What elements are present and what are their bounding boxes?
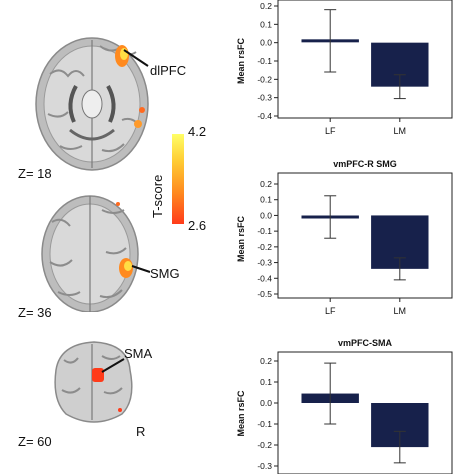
y-tick-label: 0.2 — [260, 179, 272, 189]
y-tick-label: -0.1 — [257, 226, 272, 236]
side-label-r: R — [136, 424, 146, 439]
brain-slice-z60 — [54, 341, 133, 423]
colorbar-max-label: 4.2 — [188, 124, 207, 139]
chart-title: vmPFC-R SMG — [333, 159, 397, 169]
z-label-36: Z= 36 — [18, 305, 52, 320]
y-tick-label: -0.3 — [257, 93, 272, 103]
brain-slice-z18 — [35, 37, 149, 171]
colorbar — [172, 134, 184, 224]
region-label-sma: SMA — [124, 346, 153, 361]
region-label-smg: SMG — [150, 266, 180, 281]
y-tick-label: 0.1 — [260, 19, 272, 29]
x-tick-label: LF — [325, 126, 336, 136]
dlpfc-pointer — [123, 49, 149, 67]
y-tick-label: -0.2 — [257, 242, 272, 252]
y-tick-label: 0.1 — [260, 195, 272, 205]
y-tick-label: -0.4 — [257, 273, 272, 283]
y-tick-label: 0.0 — [260, 38, 272, 48]
y-tick-label: 0.1 — [260, 377, 272, 387]
z-label-18: Z= 18 — [18, 166, 52, 181]
brain-slice-z36 — [41, 195, 139, 312]
smg-pointer — [131, 265, 151, 273]
chart-frame — [277, 172, 453, 299]
y-tick-label: -0.3 — [257, 258, 272, 268]
y-tick-label: -0.2 — [257, 440, 272, 450]
y-tick-label: -0.2 — [257, 74, 272, 84]
y-tick-label: 0.2 — [260, 356, 272, 366]
y-tick-label: -0.5 — [257, 289, 272, 299]
colorbar-min-label: 2.6 — [188, 218, 207, 233]
z-label-60: Z= 60 — [18, 434, 52, 449]
y-tick-label: -0.1 — [257, 419, 272, 429]
chart-title: vmPFC-SMA — [338, 338, 393, 348]
chart-frame — [277, 0, 453, 119]
y-tick-label: -0.4 — [257, 111, 272, 121]
y-tick-label: -0.1 — [257, 56, 272, 66]
x-tick-label: LF — [325, 306, 336, 316]
y-tick-label: 0.2 — [260, 1, 272, 11]
y-tick-label: 0.0 — [260, 398, 272, 408]
region-label-dlpfc: dlPFC — [150, 63, 187, 78]
y-tick-label: -0.3 — [257, 461, 272, 471]
chart-frame — [277, 351, 453, 474]
sma-pointer — [101, 358, 125, 373]
y-tick-label: 0.0 — [260, 210, 272, 220]
x-tick-label: LM — [394, 306, 407, 316]
y-axis-label: Mean rsFC — [236, 390, 246, 437]
y-axis-label: Mean rsFC — [236, 215, 246, 262]
x-tick-label: LM — [394, 126, 407, 136]
y-axis-label: Mean rsFC — [236, 37, 246, 84]
